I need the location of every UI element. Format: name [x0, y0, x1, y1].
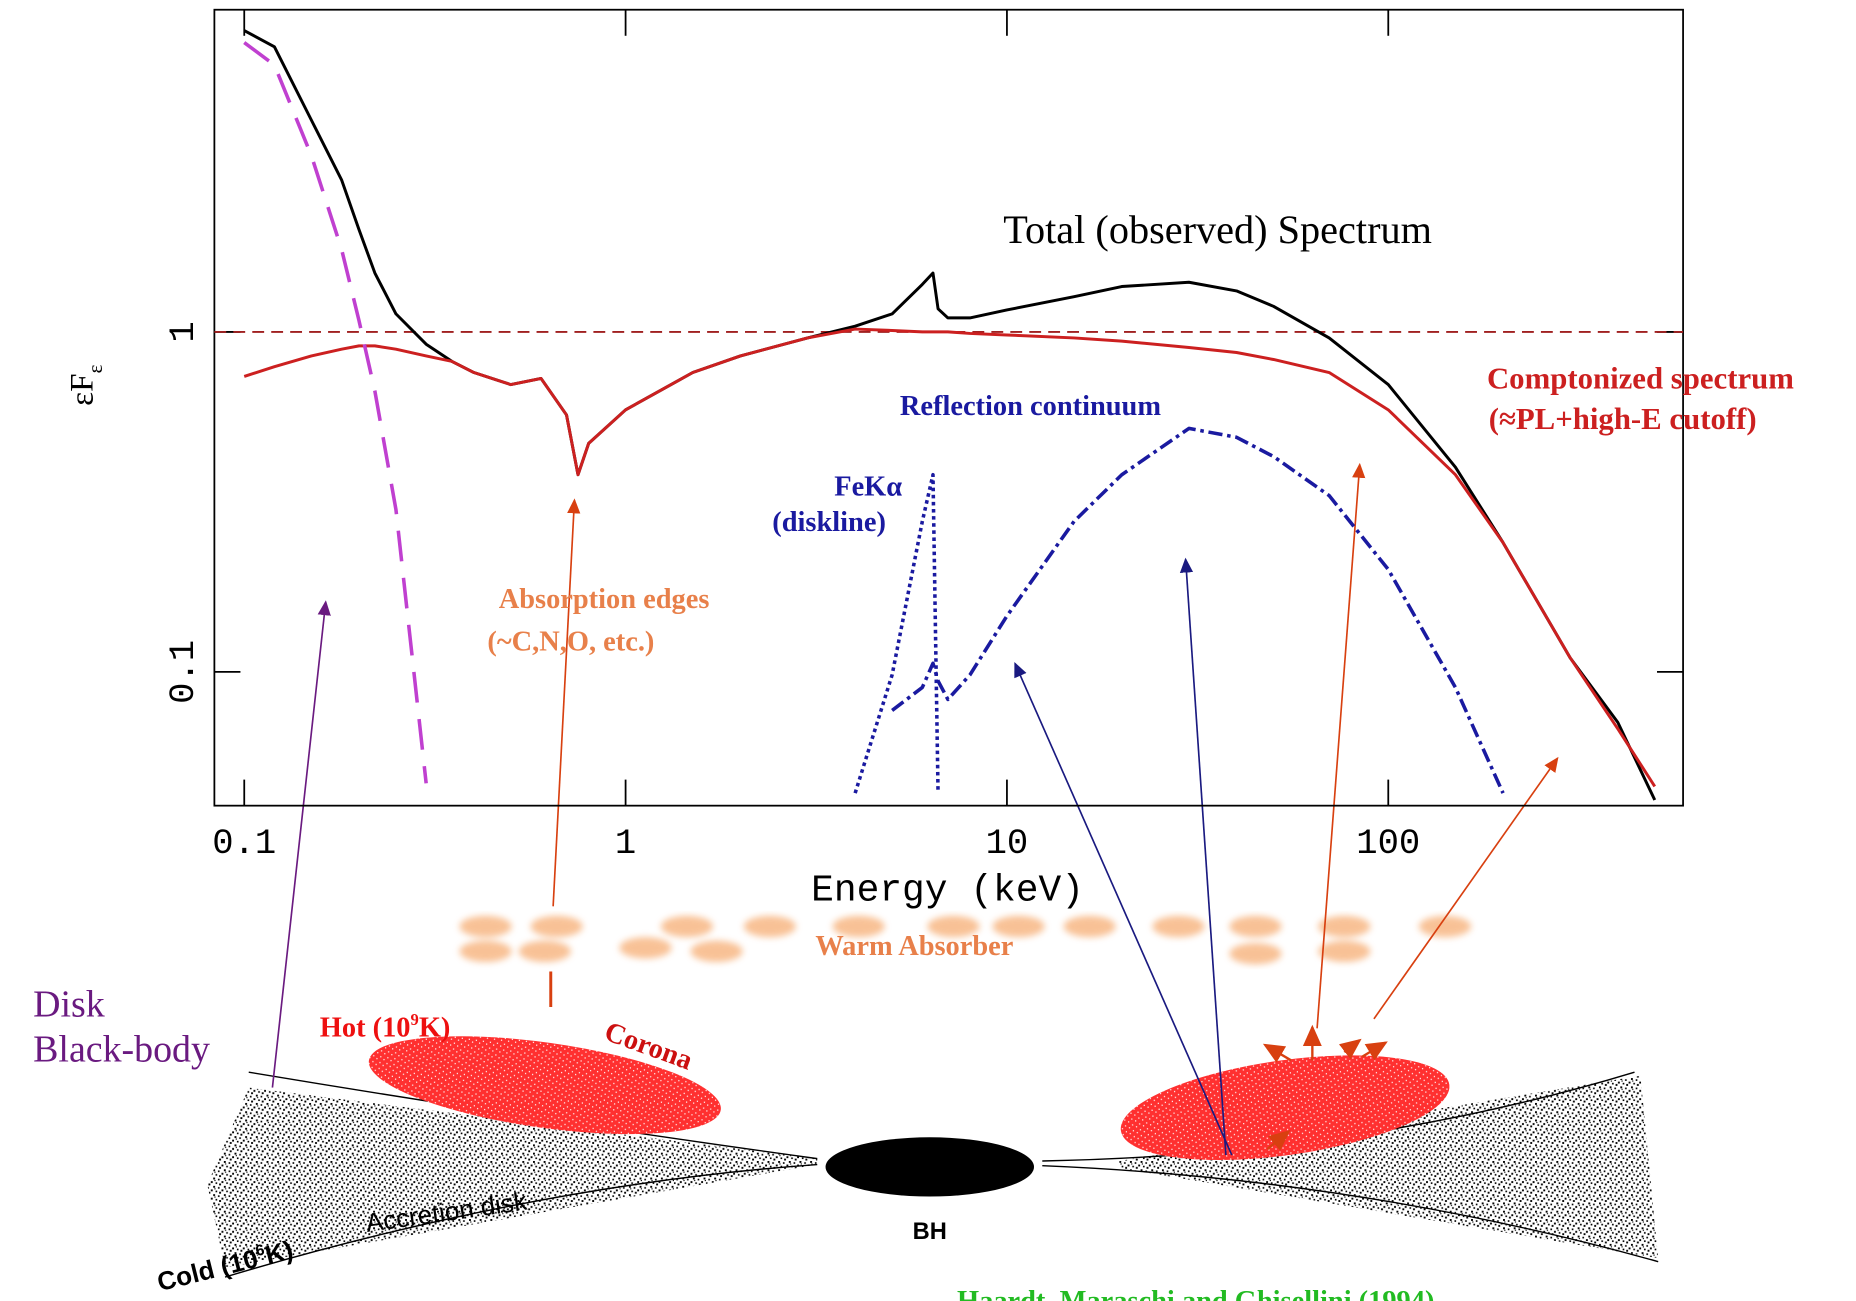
y-tick-label: 0.1: [163, 640, 204, 704]
warm-absorber-clouds: [459, 915, 1472, 965]
annotation: Absorption edges: [499, 584, 710, 615]
annotation: (≈PL+high-E cutoff): [1489, 402, 1757, 436]
y-tick-label: 1: [163, 321, 204, 342]
plot-frame: [213, 8, 1684, 807]
arrow: [1014, 662, 1233, 1156]
x-tick-label: 10: [986, 823, 1029, 864]
y-axis-label-sub: ε: [83, 364, 107, 373]
annotation: Reflection continuum: [900, 391, 1162, 422]
warm-absorber-label: Warm Absorber: [815, 931, 1013, 962]
arrow: [271, 600, 331, 1088]
annotation: Comptonized spectrum: [1487, 362, 1794, 396]
cold-label-exp: 6: [254, 1241, 266, 1260]
series-line: [243, 41, 428, 784]
arrow: [1179, 557, 1227, 1156]
annotation: (diskline): [772, 507, 886, 538]
hot-label-exp: 9: [411, 1010, 419, 1029]
annotation: (~C,N,O, etc.): [487, 627, 654, 658]
series-line: [243, 29, 1657, 801]
arrow: [1266, 1129, 1291, 1151]
x-tick-label: 1: [615, 823, 636, 864]
arrow: [552, 498, 581, 907]
series-line: [853, 472, 940, 794]
arrow: [1361, 1041, 1388, 1061]
bh-label: BH: [913, 1219, 947, 1245]
x-tick-label: 100: [1356, 823, 1420, 864]
hot-label-text: Hot (10: [320, 1013, 411, 1044]
annotation: FeKα: [834, 471, 902, 502]
y-axis-label: εFε: [63, 364, 106, 405]
series-line: [243, 327, 1657, 788]
disk-label: Disk: [33, 983, 105, 1025]
credit: Haardt, Maraschi and Ghisellini (1994): [957, 1286, 1434, 1301]
right-corona: [1120, 1055, 1450, 1160]
plot: 0.1 1 10 100 0.1 1 Energy (keV) εFε Total (obser…: [63, 8, 1794, 912]
disk-label: Black-body: [33, 1028, 210, 1070]
left-disk: [207, 1087, 818, 1268]
black-hole: [825, 1137, 1035, 1197]
y-axis-label-text: εF: [63, 373, 100, 405]
arrow: [1262, 1043, 1292, 1063]
left-corona: [368, 1036, 721, 1135]
x-axis-label: Energy (keV): [811, 869, 1084, 912]
annotation: Total (observed) Spectrum: [1003, 207, 1432, 252]
arrow: [1338, 1038, 1362, 1060]
x-tick-label: 0.1: [212, 823, 276, 864]
series-line: [891, 426, 1505, 794]
right-disk: [1119, 1075, 1659, 1259]
arrows: [271, 462, 1559, 1156]
disk-edge: [224, 1163, 818, 1278]
hot-label-text: K): [419, 1013, 451, 1044]
cold-label-text: Cold (10: [154, 1243, 261, 1297]
arrow: [1373, 756, 1559, 1020]
arrow: [1316, 462, 1366, 1029]
disk-edge: [1042, 1165, 1659, 1263]
hot-label: Hot (109K): [320, 1010, 451, 1044]
